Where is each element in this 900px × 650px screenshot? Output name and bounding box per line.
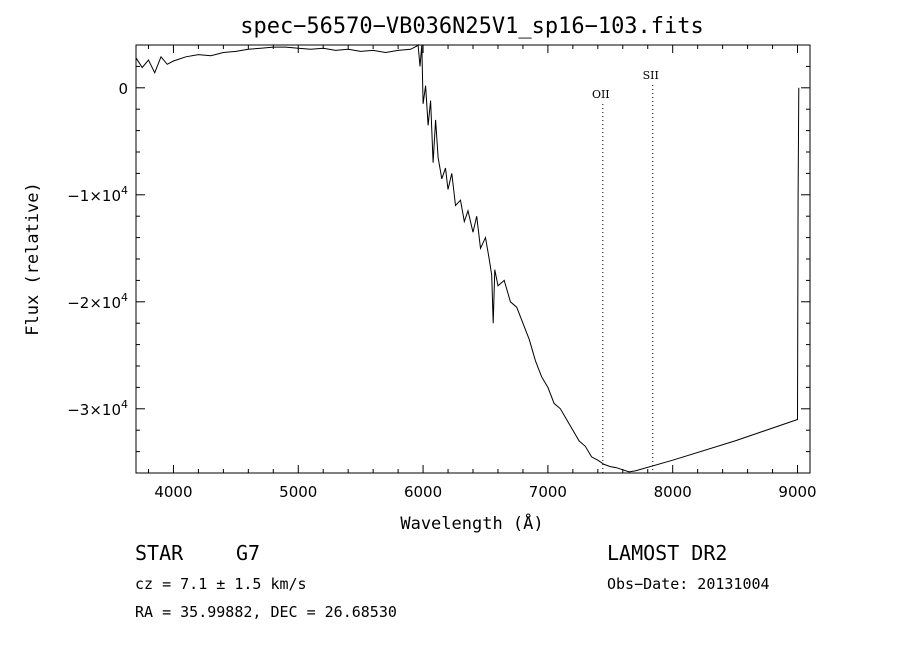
info-cz: cz = 7.1 ± 1.5 km/s: [135, 575, 307, 593]
x-tick-label: 6000: [404, 483, 442, 501]
chart-title: spec−56570−VB036N25V1_sp16−103.fits: [240, 14, 704, 39]
y-tick-label: −1×104: [67, 184, 128, 205]
axis-ticks: [136, 44, 810, 473]
info-subclass: G7: [236, 541, 261, 565]
annotation-label: SII: [643, 69, 659, 82]
info-radec: RA = 35.99882, DEC = 26.68530: [135, 603, 397, 621]
plot-frame: [135, 44, 811, 474]
x-tick-label: 4000: [154, 483, 192, 501]
series-line-spectrum: [135, 43, 800, 473]
annotation-label: OII: [592, 88, 610, 101]
info-class: STAR: [135, 541, 184, 565]
x-tick-labels: 4000 5000 6000 7000 8000 9000: [154, 483, 816, 501]
y-axis-label: Flux (relative): [23, 182, 43, 336]
y-tick-labels: 0 −1×104 −2×104 −3×104: [67, 80, 128, 419]
y-tick-label: −3×104: [67, 398, 128, 419]
y-tick-label: 0: [118, 80, 128, 98]
info-obsdate: Obs−Date: 20131004: [607, 575, 770, 593]
x-axis-label: Wavelength (Å): [400, 512, 543, 534]
x-tick-label: 5000: [279, 483, 317, 501]
x-tick-label: 9000: [778, 483, 816, 501]
x-tick-label: 8000: [654, 483, 692, 501]
info-survey: LAMOST DR2: [607, 541, 728, 565]
line-annotations: OII SII: [592, 69, 659, 473]
y-tick-label: −2×104: [67, 291, 128, 312]
x-tick-label: 7000: [529, 483, 567, 501]
